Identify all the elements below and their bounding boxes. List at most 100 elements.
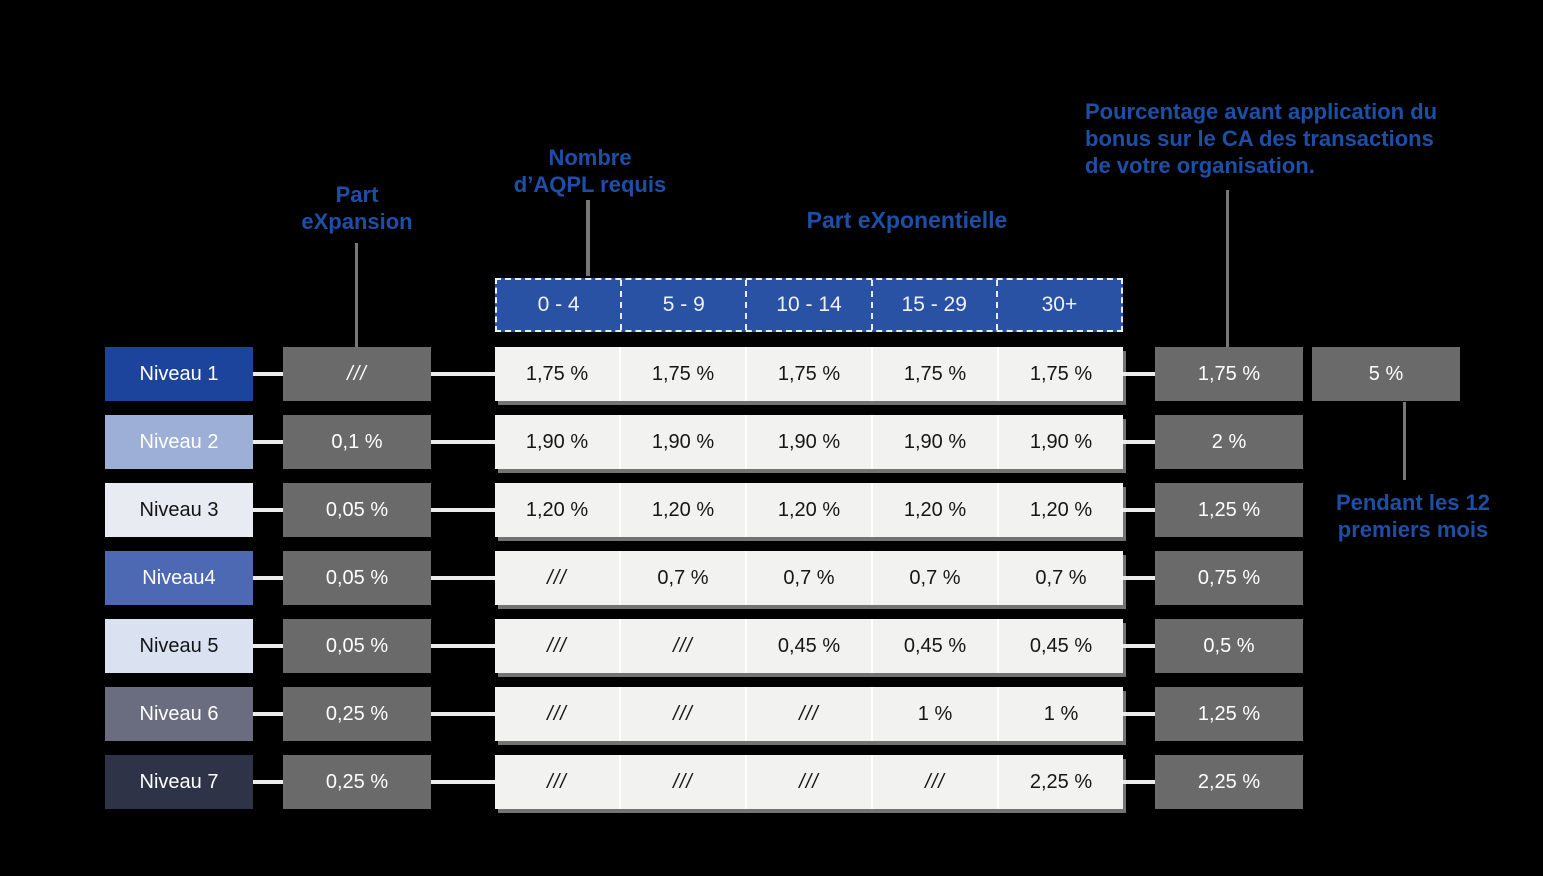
aqpl-label-line2: d’AQPL requis [513,172,667,197]
exponential-row: 1,90 % 1,90 % 1,90 % 1,90 % 1,90 % [495,415,1123,469]
connector-line [1123,576,1155,580]
exponential-cell: 0,45 % [747,619,873,673]
exponential-cell: /// [495,619,621,673]
connector-line [1123,440,1155,444]
exponential-cell: 0,45 % [873,619,999,673]
exponential-row: 1,75 % 1,75 % 1,75 % 1,75 % 1,75 % [495,347,1123,401]
connector-line-bonus-note [1226,190,1229,347]
connector-line [431,644,495,648]
table-row: Niveau 3 0,05 % 1,20 % 1,20 % 1,20 % 1,2… [0,483,1543,537]
exponential-cell: 1,75 % [495,347,621,401]
exponential-cell: 1 % [1043,702,1079,725]
connector-line [1123,508,1155,512]
level-badge: Niveau 7 [105,755,253,809]
exponential-cell: 0,7 % [873,551,999,605]
exponential-cell: /// [621,619,747,673]
bonus-cell: 2 % [1155,415,1303,469]
exponential-cell: 1,90 % [1029,430,1093,453]
exponential-cell: /// [495,551,621,605]
part-exponentielle-label: Part eXponentielle [806,207,1008,233]
connector-line [253,712,283,716]
exponential-cell: 1,90 % [621,415,747,469]
exponential-row: /// /// 0,45 % 0,45 % 0,45 % [495,619,1123,673]
first-year-note: Pendant les 12 premiers mois [1288,489,1538,543]
exponential-cell: 1,90 % [873,415,999,469]
exponential-cell: 1,90 % [495,415,621,469]
exponential-row: 1,20 % 1,20 % 1,20 % 1,20 % 1,20 % [495,483,1123,537]
header-cell-15-29: 15 - 29 [873,280,998,330]
expansion-cell: /// [283,347,431,401]
table-row: Niveau4 0,05 % /// 0,7 % 0,7 % 0,7 % 0,7… [0,551,1543,605]
table-row: Niveau 2 0,1 % 1,90 % 1,90 % 1,90 % 1,90… [0,415,1543,469]
aqpl-header-row: 0 - 4 5 - 9 10 - 14 15 - 29 30+ [495,278,1123,332]
exponential-cell: 0,45 % [1029,634,1093,657]
header-cell-0-4: 0 - 4 [497,280,623,330]
first-year-note-line1: Pendant les 12 [1335,490,1491,515]
bonus-note-line2: bonus sur le CA des transactions [1085,126,1434,151]
expansion-cell: 0,05 % [283,483,431,537]
exponential-cell: /// [747,755,873,809]
exponential-row: /// 0,7 % 0,7 % 0,7 % 0,7 % [495,551,1123,605]
aqpl-label: Nombre d’AQPL requis [440,144,740,198]
bonus-cell: 0,5 % [1155,619,1303,673]
connector-line-first-year [1403,402,1406,480]
header-cell-30plus: 30+ [1041,293,1078,316]
exponential-cell: 0,7 % [747,551,873,605]
exponential-cell: 1,90 % [747,415,873,469]
first-year-note-line2: premiers mois [1337,517,1489,542]
connector-line [253,440,283,444]
exponential-cell: 1,75 % [873,347,999,401]
bonus-note-line3: de votre organisation. [1085,153,1315,178]
bonus-cell: 1,75 % [1155,347,1303,401]
table-row: Niveau 1 /// 1,75 % 1,75 % 1,75 % 1,75 %… [0,347,1543,401]
connector-line [253,644,283,648]
connector-line [253,780,283,784]
exponential-cell: 2,25 % [1029,770,1093,793]
aqpl-label-line1: Nombre [548,145,632,170]
signup-bonus-cell: 5 % [1312,347,1460,401]
bonus-cell: 1,25 % [1155,483,1303,537]
exponential-cell: 1 % [873,687,999,741]
connector-line [431,372,495,376]
level-badge: Niveau 2 [105,415,253,469]
table-row: Niveau 6 0,25 % /// /// /// 1 % 1 % 1,25… [0,687,1543,741]
exponential-cell: 1,20 % [873,483,999,537]
part-expansion-label: Part eXpansion [237,181,477,235]
header-cell-10-14: 10 - 14 [747,280,873,330]
level-badge: Niveau 1 [105,347,253,401]
exponential-cell: 1,20 % [621,483,747,537]
exponential-row: /// /// /// /// 2,25 % [495,755,1123,809]
exponential-cell: 1,20 % [1029,498,1093,521]
connector-line [431,576,495,580]
connector-line [431,780,495,784]
exponential-cell: 0,7 % [621,551,747,605]
bonus-note-line1: Pourcentage avant application du [1085,99,1438,124]
exponential-cell: 1,75 % [621,347,747,401]
connector-line [431,440,495,444]
exponential-cell: 1,20 % [495,483,621,537]
connector-line [431,712,495,716]
level-badge: Niveau4 [105,551,253,605]
exponential-cell: 1,75 % [747,347,873,401]
part-expansion-label-line1: Part [335,182,379,207]
bonus-cell: 1,25 % [1155,687,1303,741]
level-badge: Niveau 3 [105,483,253,537]
expansion-cell: 0,05 % [283,551,431,605]
connector-line [1123,372,1155,376]
expansion-cell: 0,25 % [283,687,431,741]
table-row: Niveau 7 0,25 % /// /// /// /// 2,25 % 2… [0,755,1543,809]
bonus-note: Pourcentage avant application du bonus s… [1085,98,1515,179]
exponential-cell: /// [495,755,621,809]
exponential-cell: 1,75 % [1029,362,1093,385]
exponential-cell: /// [621,687,747,741]
exponential-cell: /// [873,755,999,809]
level-badge: Niveau 5 [105,619,253,673]
level-badge: Niveau 6 [105,687,253,741]
exponential-row: /// /// /// 1 % 1 % [495,687,1123,741]
exponential-cell: 1,20 % [747,483,873,537]
connector-line [1123,780,1155,784]
connector-line [253,372,283,376]
exponential-cell: 0,7 % [1035,566,1087,589]
exponential-cell: /// [621,755,747,809]
